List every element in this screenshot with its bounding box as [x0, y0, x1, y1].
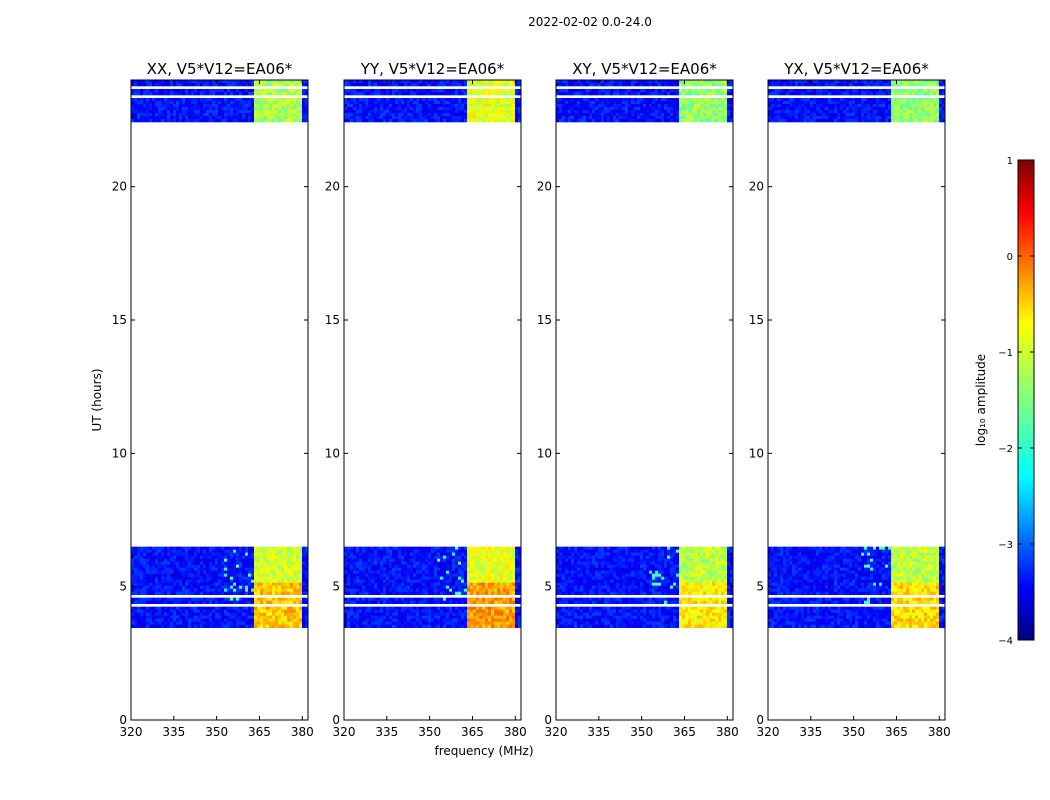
plot-frame [343, 79, 522, 721]
colorbar-tick-label: −3 [998, 540, 1013, 551]
y-tick-label: 10 [325, 446, 340, 460]
panel-title: YX, V5*V12=EA06* [783, 60, 929, 78]
panel-title: XX, V5*V12=EA06* [147, 60, 293, 78]
x-tick-label: 335 [375, 725, 398, 739]
y-tick-label: 5 [332, 580, 340, 594]
y-tick-label: 5 [756, 580, 764, 594]
x-tick-label: 380 [716, 725, 739, 739]
y-tick-label: 0 [332, 713, 340, 727]
x-tick-label: 320 [757, 725, 780, 739]
x-tick-label: 350 [630, 725, 653, 739]
colorbar-tick-label: 0 [1007, 252, 1013, 263]
y-tick-label: 10 [749, 446, 764, 460]
x-tick-label: 335 [587, 725, 610, 739]
x-tick-label: 365 [248, 725, 271, 739]
x-tick-label: 320 [333, 725, 356, 739]
y-tick-label: 10 [537, 446, 552, 460]
panel-xx: XX, V5*V12=EA06* 320 335 350 365 380 0 5 10 15 20 [112, 60, 314, 739]
x-tick-label: 320 [545, 725, 568, 739]
y-tick-label: 0 [119, 713, 127, 727]
y-tick-label: 0 [544, 713, 552, 727]
figure-suptitle: 2022-02-02 0.0-24.0 [528, 15, 652, 29]
y-tick-label: 0 [756, 713, 764, 727]
data-block-2 [344, 80, 521, 123]
plot-frame [767, 79, 946, 721]
panel-title: YY, V5*V12=EA06* [360, 60, 505, 78]
y-tick-label: 5 [544, 580, 552, 594]
x-tick-label: 320 [120, 725, 143, 739]
x-tick-label: 350 [418, 725, 441, 739]
data-block-1 [131, 546, 308, 628]
y-tick-label: 20 [112, 180, 127, 194]
x-tick-label: 365 [885, 725, 908, 739]
plot-frame [555, 79, 734, 721]
x-tick-label: 350 [205, 725, 228, 739]
y-tick-label: 20 [749, 180, 764, 194]
data-block-1 [556, 546, 733, 628]
data-block-2 [131, 80, 308, 123]
y-tick-label: 20 [325, 180, 340, 194]
x-tick-label: 380 [928, 725, 951, 739]
panel-xy: XY, V5*V12=EA06* 320 335 350 365 380 0 5 10 15 20 [537, 60, 739, 739]
panel-title: XY, V5*V12=EA06* [572, 60, 717, 78]
x-tick-label: 335 [799, 725, 822, 739]
x-tick-label: 335 [162, 725, 185, 739]
y-tick-label: 15 [112, 313, 127, 327]
plot-frame [130, 79, 309, 721]
colorbar-tick-label: −1 [998, 348, 1013, 359]
x-tick-label: 350 [842, 725, 865, 739]
x-tick-label: 380 [504, 725, 527, 739]
x-tick-label: 365 [673, 725, 696, 739]
panels-layer: XX, V5*V12=EA06*320 335 350 365 38005101520Y… [112, 60, 951, 739]
panel-yx: YX, V5*V12=EA06* 320 335 350 365 380 0 5 10 15 20 [749, 60, 951, 739]
colorbar: log₁₀ amplitude 1 0 −1 −2 −3 −4 [974, 156, 1035, 647]
colorbar-tick-label: 1 [1007, 156, 1013, 167]
y-axis-label: UT (hours) [90, 368, 104, 431]
y-tick-label: 15 [325, 313, 340, 327]
colorbar-tick-label: −4 [998, 636, 1013, 647]
y-tick-label: 10 [112, 446, 127, 460]
data-block-1 [344, 546, 521, 628]
panel-yy: YY, V5*V12=EA06* 320 335 350 365 380 0 5 10 15 20 [325, 60, 527, 739]
y-tick-label: 15 [749, 313, 764, 327]
colorbar-gradient [1017, 159, 1035, 641]
colorbar-tick-label: −2 [998, 444, 1013, 455]
data-block-1 [768, 546, 945, 628]
x-tick-label: 365 [461, 725, 484, 739]
y-tick-label: 20 [537, 180, 552, 194]
data-block-2 [556, 80, 733, 123]
colorbar-label: log₁₀ amplitude [974, 354, 988, 446]
x-tick-label: 380 [291, 725, 314, 739]
data-block-2 [768, 80, 945, 123]
y-tick-label: 15 [537, 313, 552, 327]
x-axis-label: frequency (MHz) [434, 744, 533, 758]
y-tick-label: 5 [119, 580, 127, 594]
